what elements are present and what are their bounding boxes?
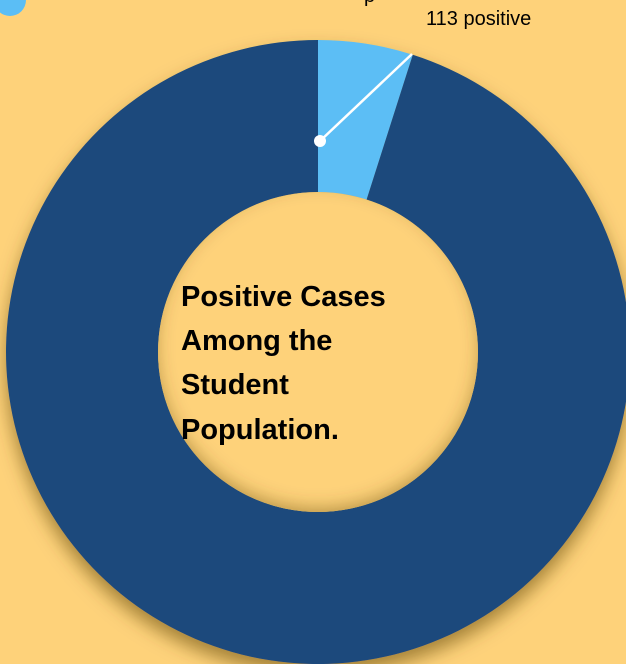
- legend-marker: [0, 0, 26, 16]
- donut-slice-2: [6, 40, 626, 664]
- data-label-positive: 113 positive: [426, 8, 531, 30]
- chart-title: Positive Cases Among the Student Populat…: [181, 281, 386, 446]
- title-line-2: Among the: [181, 325, 332, 357]
- legend-text: p: [364, 0, 375, 7]
- leader-dot: [314, 135, 326, 147]
- title-line-4: Population.: [181, 414, 339, 446]
- donut-ring: [6, 40, 626, 664]
- leader-line: [319, 53, 413, 142]
- title-line-1: Positive Cases: [181, 281, 386, 313]
- legend: p: [0, 0, 375, 16]
- title-line-3: Student: [181, 369, 289, 401]
- donut-hole: [158, 192, 478, 512]
- data-label-group: 113 positive: [314, 8, 531, 147]
- donut-slice-1: [318, 40, 413, 200]
